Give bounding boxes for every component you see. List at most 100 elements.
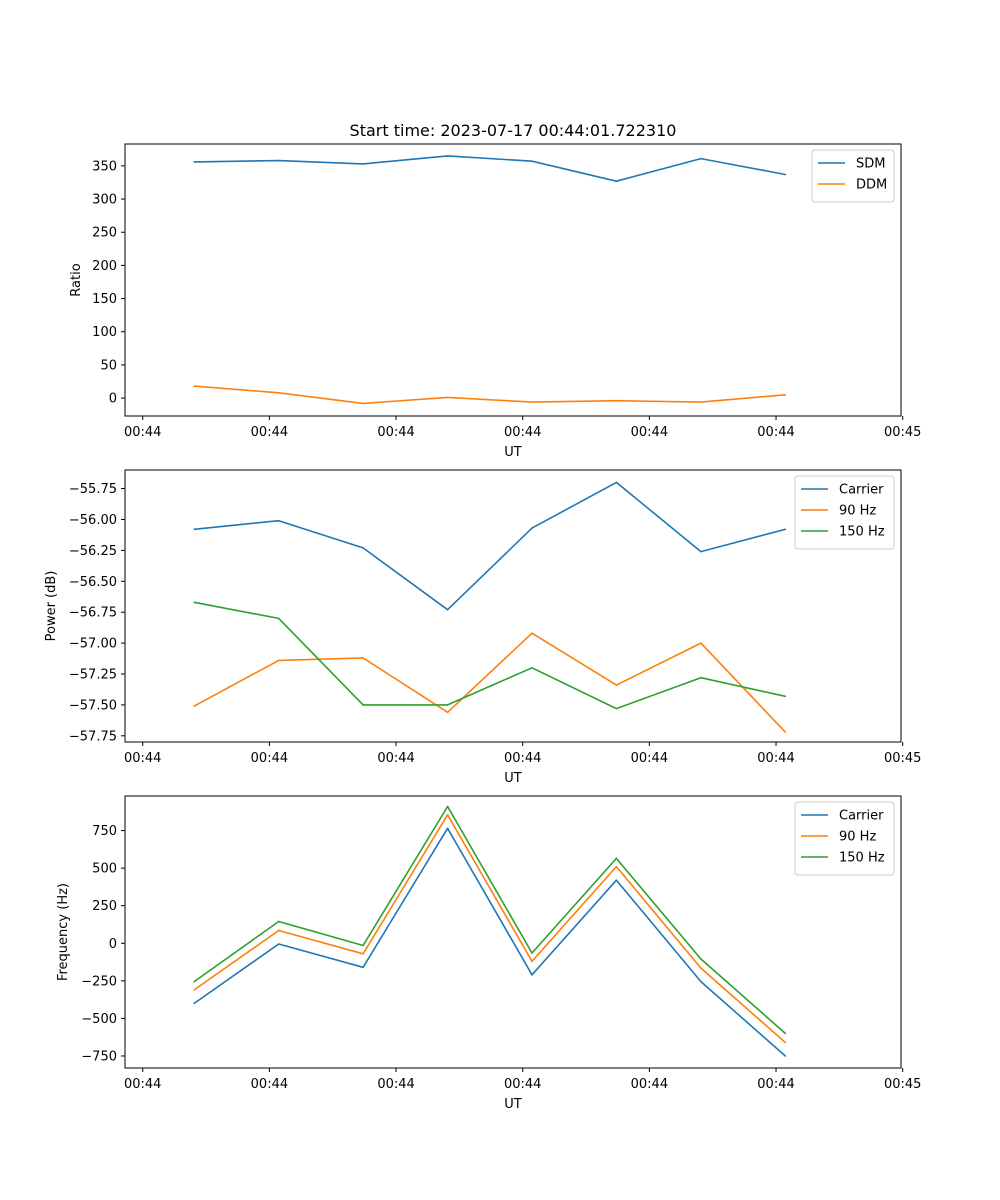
- y-tick-label: 300: [92, 193, 117, 208]
- data-point: [784, 1041, 787, 1044]
- data-point: [362, 944, 364, 947]
- charts: 00:44 00:44 00:44 00:44 00:44 00:44 00:45 0 50 10…: [44, 143, 921, 1112]
- data-point: [531, 974, 533, 976]
- x-axis-label: UT: [504, 771, 522, 786]
- y-tick-label: −57.50: [69, 698, 117, 713]
- data-point: [193, 989, 196, 991]
- data-point: [193, 385, 196, 387]
- legend-label: SDM: [856, 157, 885, 172]
- x-tick-label: 00:44: [757, 1077, 794, 1092]
- series-line-150-hz: [193, 805, 786, 1035]
- x-tick-label: 00:44: [377, 751, 414, 766]
- y-tick-label: −56.75: [69, 606, 117, 621]
- x-tick-label: 00:44: [251, 425, 288, 440]
- data-point: [700, 401, 702, 403]
- legend-label: Carrier: [839, 809, 884, 824]
- data-point: [277, 159, 280, 162]
- data-point: [193, 601, 196, 604]
- y-tick-label: 0: [109, 392, 117, 407]
- data-point: [700, 980, 702, 983]
- series-line-ddm: [194, 385, 786, 405]
- data-point: [615, 684, 618, 686]
- data-point: [277, 519, 280, 522]
- x-tick-label: 00:44: [124, 751, 161, 766]
- data-point: [277, 617, 280, 620]
- y-tick-label: −500: [81, 1012, 117, 1027]
- y-tick-label: −55.75: [69, 482, 117, 497]
- data-point: [615, 707, 618, 710]
- legend-label: 150 Hz: [839, 525, 885, 540]
- data-point: [362, 402, 364, 405]
- data-point: [446, 711, 449, 714]
- axes-frame: [124, 795, 902, 1069]
- data-point: [277, 920, 280, 923]
- y-axis-label: Ratio: [69, 263, 84, 296]
- data-point: [615, 399, 618, 402]
- series-line-sdm: [194, 155, 786, 182]
- chart-panel-3: 00:44 00:44 00:44 00:44 00:44 00:44 00:45 −750 −…: [56, 795, 921, 1112]
- axes-frame: [124, 469, 902, 743]
- data-point: [531, 667, 533, 669]
- data-point: [615, 481, 618, 484]
- data-point: [446, 396, 449, 399]
- y-tick-label: 150: [92, 292, 117, 307]
- x-tick-label: 00:44: [251, 751, 288, 766]
- data-point: [277, 929, 280, 932]
- data-point: [700, 157, 702, 160]
- x-tick-label: 00:45: [884, 425, 921, 440]
- data-point: [531, 960, 533, 963]
- legend: SDM DDM: [811, 149, 895, 203]
- series-line-150-hz: [194, 601, 786, 710]
- y-tick-label: −56.00: [69, 513, 117, 528]
- series-line-carrier: [194, 481, 786, 611]
- data-point: [193, 528, 196, 531]
- data-point: [784, 528, 787, 531]
- data-point: [362, 163, 364, 165]
- data-point: [446, 155, 449, 157]
- data-point: [784, 731, 787, 733]
- data-point: [700, 676, 702, 679]
- x-tick-label: 00:44: [124, 1077, 161, 1092]
- y-tick-label: 250: [92, 899, 117, 914]
- data-point: [277, 659, 280, 662]
- legend-label: 150 Hz: [839, 851, 885, 866]
- y-tick-label: 0: [109, 937, 117, 952]
- x-tick-label: 00:44: [251, 1077, 288, 1092]
- series-line-90-hz: [193, 632, 786, 733]
- y-tick-label: 50: [100, 358, 117, 373]
- x-tick-label: 00:44: [504, 751, 541, 766]
- x-tick-label: 00:44: [377, 1077, 414, 1092]
- x-tick-label: 00:44: [504, 425, 541, 440]
- data-point: [784, 1032, 787, 1035]
- data-point: [615, 180, 618, 182]
- data-point: [700, 967, 702, 969]
- legend-label: Carrier: [839, 483, 884, 498]
- x-tick-label: 00:44: [631, 1077, 668, 1092]
- y-tick-label: −56.25: [69, 544, 117, 559]
- data-point: [615, 879, 618, 881]
- data-point: [531, 632, 533, 634]
- data-point: [615, 857, 618, 860]
- axes-frame: [124, 143, 902, 417]
- y-tick-label: −57.00: [69, 637, 117, 652]
- data-point: [193, 1002, 196, 1005]
- data-point: [700, 550, 702, 553]
- data-point: [362, 952, 364, 955]
- data-point: [362, 966, 364, 969]
- x-tick-label: 00:44: [757, 425, 794, 440]
- data-point: [362, 657, 364, 659]
- y-tick-label: −57.25: [69, 668, 117, 683]
- x-tick-label: 00:44: [377, 425, 414, 440]
- data-point: [700, 958, 702, 960]
- data-point: [784, 695, 787, 698]
- x-tick-label: 00:44: [504, 1077, 541, 1092]
- y-tick-label: 200: [92, 259, 117, 274]
- y-axis-label: Frequency (Hz): [56, 883, 71, 981]
- data-point: [277, 391, 280, 394]
- legend-label: 90 Hz: [839, 830, 876, 845]
- y-tick-label: −250: [81, 974, 117, 989]
- x-tick-label: 00:44: [631, 751, 668, 766]
- data-point: [193, 980, 196, 983]
- data-point: [446, 805, 449, 808]
